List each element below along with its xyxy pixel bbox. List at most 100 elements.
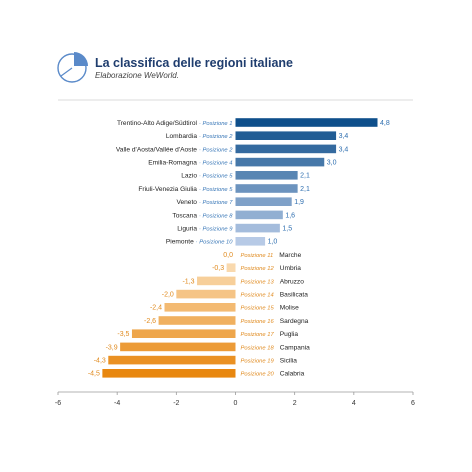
value-label: -2,4 (150, 305, 162, 312)
region-label: Posizione 16 Sardegna (241, 318, 309, 325)
value-label: -2,0 (162, 292, 174, 299)
region-label: Posizione 17 Puglia (241, 331, 299, 338)
value-label: -2,6 (144, 318, 156, 325)
region-label: Liguria · Posizione 9 (177, 226, 233, 233)
x-axis-ticks: -6 -4 -2 0 2 4 6 (55, 392, 415, 407)
bar-row: Emilia-Romagna · Posizione 4 3,0 (148, 157, 337, 167)
bar-row: Friuli-Venezia Giulia · Posizione 5 2,1 (138, 184, 310, 193)
region-name: Molise (280, 305, 299, 312)
position-label: · Posizione 5 (199, 174, 233, 180)
region-name: Umbria (280, 265, 302, 272)
position-label: · Posizione 7 (199, 200, 233, 206)
bar-row: Posizione 13 Abruzzo -1,3 (182, 276, 305, 286)
bar (108, 355, 236, 365)
region-name: Abruzzo (280, 278, 305, 285)
region-label: Emilia-Romagna · Posizione 4 (148, 160, 232, 167)
bar-row: Posizione 17 Puglia -3,5 (117, 329, 298, 338)
value-label: 1,0 (268, 239, 278, 246)
bar (235, 171, 298, 180)
bar-row: Lazio · Posizione 5 2,1 (181, 171, 310, 180)
bar-row: Posizione 20 Calabria -4,5 (88, 369, 305, 378)
value-label: 3,0 (327, 160, 337, 167)
value-label: -3,9 (106, 344, 118, 351)
bar-row: Trentino-Alto Adige/Südtirol · Posizione … (117, 118, 390, 127)
region-label: Posizione 13 Abruzzo (241, 278, 305, 285)
value-label: 1,9 (294, 199, 304, 206)
bar (235, 210, 283, 220)
bar (102, 369, 236, 378)
value-label: -3,5 (117, 331, 129, 338)
x-tick-label: 0 (234, 400, 238, 407)
region-name: Valle d'Aosta/Vallée d'Aoste (116, 146, 197, 153)
region-label: Posizione 20 Calabria (241, 371, 305, 378)
region-name: Basilicata (280, 292, 309, 299)
bar (235, 118, 378, 127)
region-name: Lombardia (166, 133, 197, 140)
region-label: Veneto · Posizione 7 (176, 199, 233, 206)
region-label: Trentino-Alto Adige/Südtirol · Posizione … (117, 120, 233, 127)
position-label: Posizione 16 (241, 319, 275, 325)
position-label: Posizione 11 (241, 253, 274, 259)
bar (235, 223, 280, 233)
position-label: · Posizione 8 (199, 213, 233, 219)
value-label: 1,6 (285, 212, 295, 219)
position-label: Posizione 20 (241, 372, 275, 378)
x-tick-label: -6 (55, 400, 61, 407)
position-label: · Posizione 10 (196, 240, 234, 246)
bar (235, 131, 337, 140)
value-label: -4,5 (88, 371, 100, 378)
value-label: -0,3 (212, 265, 224, 272)
region-label: Friuli-Venezia Giulia · Posizione 5 (138, 186, 233, 193)
region-label: Lombardia · Posizione 2 (166, 133, 233, 140)
bar-row: Posizione 16 Sardegna -2,6 (144, 316, 309, 325)
region-name: Sicilia (280, 358, 298, 365)
bar-row: Toscana · Posizione 8 1,6 (172, 210, 295, 220)
value-label: 1,5 (282, 226, 292, 233)
value-label: 4,8 (380, 120, 390, 127)
region-label: Toscana · Posizione 8 (172, 212, 233, 219)
x-tick-label: -4 (114, 400, 120, 407)
position-label: · Posizione 1 (199, 121, 233, 127)
bar-row: Posizione 14 Basilicata -2,0 (162, 289, 309, 299)
region-name: Toscana (172, 212, 197, 219)
region-name: Liguria (177, 226, 197, 233)
value-label: 0,0 (223, 252, 233, 259)
position-label: Posizione 12 (241, 266, 275, 272)
position-label: Posizione 19 (241, 359, 275, 365)
bar (164, 303, 236, 312)
x-tick-label: 4 (352, 400, 356, 407)
chart-subtitle: Elaborazione WeWorld. (95, 71, 179, 80)
bar-row: Posizione 18 Campania -3,9 (106, 342, 310, 352)
bars-group: Trentino-Alto Adige/Südtirol · Posizione … (88, 118, 390, 378)
value-label: 3,4 (339, 133, 349, 140)
position-label: · Posizione 9 (199, 227, 233, 233)
region-label: Posizione 19 Sicilia (241, 358, 298, 365)
bar (176, 289, 236, 299)
region-label: Piemonte · Posizione 10 (166, 239, 233, 246)
position-label: Posizione 17 (241, 332, 275, 338)
region-name: Trentino-Alto Adige/Südtirol (117, 120, 198, 127)
bar (197, 276, 236, 286)
region-name: Veneto (176, 199, 197, 206)
region-name: Lazio (181, 173, 197, 180)
region-name: Friuli-Venezia Giulia (138, 186, 197, 193)
position-label: · Posizione 2 (199, 147, 233, 153)
bar (120, 342, 236, 352)
region-label: Posizione 14 Basilicata (241, 292, 309, 299)
position-label: · Posizione 2 (199, 134, 233, 140)
value-label: 3,4 (339, 146, 349, 153)
region-name: Emilia-Romagna (148, 160, 197, 167)
region-label: Valle d'Aosta/Vallée d'Aoste · Posizione … (116, 146, 233, 153)
bar-row: Piemonte · Posizione 10 1,0 (166, 237, 278, 246)
region-label: Posizione 15 Molise (241, 305, 300, 312)
region-label: Posizione 11 Marche (241, 252, 302, 259)
bar (235, 184, 298, 193)
bar (235, 197, 292, 206)
value-label: 2,1 (300, 186, 310, 193)
region-name: Calabria (280, 371, 305, 378)
position-label: · Posizione 4 (199, 161, 233, 167)
region-label: Lazio · Posizione 5 (181, 173, 233, 180)
region-name: Marche (279, 252, 301, 259)
bar (235, 157, 325, 167)
